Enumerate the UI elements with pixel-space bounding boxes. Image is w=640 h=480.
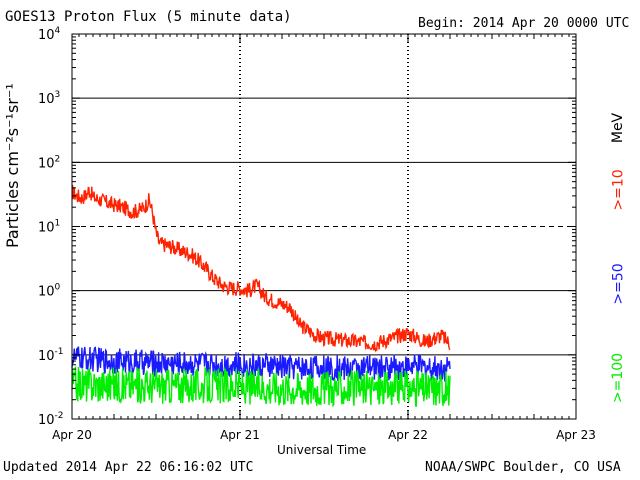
- y-tick-exponent: 3: [55, 90, 61, 100]
- y-tick-label: 100: [38, 283, 61, 300]
- x-tick-label: Apr 22: [388, 428, 428, 442]
- series-line-2: [71, 346, 451, 383]
- y-tick-base: 10: [38, 221, 55, 236]
- y-tick-base: 10: [38, 349, 55, 364]
- y-tick-base: 10: [38, 413, 55, 428]
- plot-frame: [71, 33, 577, 420]
- y-tick-label: 103: [38, 90, 60, 107]
- y-tick-label: 10-1: [38, 347, 64, 364]
- y-tick-exponent: 0: [55, 283, 61, 293]
- credit-text: NOAA/SWPC Boulder, CO USA: [425, 460, 621, 475]
- y-tick-base: 10: [38, 92, 55, 107]
- y-tick-base: 10: [38, 156, 55, 171]
- y-tick-label: 102: [38, 154, 60, 171]
- y-tick-exponent: -2: [55, 411, 64, 421]
- updated-timestamp: Updated 2014 Apr 22 06:16:02 UTC: [3, 460, 254, 475]
- y-tick-label: 101: [38, 219, 60, 236]
- y-tick-base: 10: [38, 28, 55, 43]
- chart-title: GOES13 Proton Flux (5 minute data): [5, 9, 292, 25]
- y-tick-exponent: 4: [55, 26, 61, 36]
- y-tick-exponent: -1: [55, 347, 64, 357]
- x-tick-label: Apr 23: [556, 428, 596, 442]
- y-tick-exponent: 1: [55, 219, 61, 229]
- y-axis-label: Particles cm⁻²s⁻¹sr⁻¹: [3, 83, 22, 248]
- series-line-1: [71, 184, 451, 353]
- y-tick-label: 104: [38, 26, 61, 43]
- series-layer: [71, 184, 451, 408]
- x-axis-label: Universal Time: [277, 443, 367, 457]
- y-tick-exponent: 2: [55, 154, 61, 164]
- series-legend-label: >=100: [610, 352, 627, 404]
- begin-time: Begin: 2014 Apr 20 0000 UTC: [418, 16, 630, 31]
- x-tick-label: Apr 21: [220, 428, 260, 442]
- series-legend-label: >=50: [610, 263, 627, 305]
- x-tick-label: Apr 20: [52, 428, 92, 442]
- unit-label: MeV: [610, 112, 627, 144]
- y-tick-base: 10: [38, 285, 55, 300]
- series-line-3: [71, 366, 451, 408]
- series-legend-label: >=10: [610, 169, 627, 211]
- y-tick-label: 10-2: [38, 411, 64, 428]
